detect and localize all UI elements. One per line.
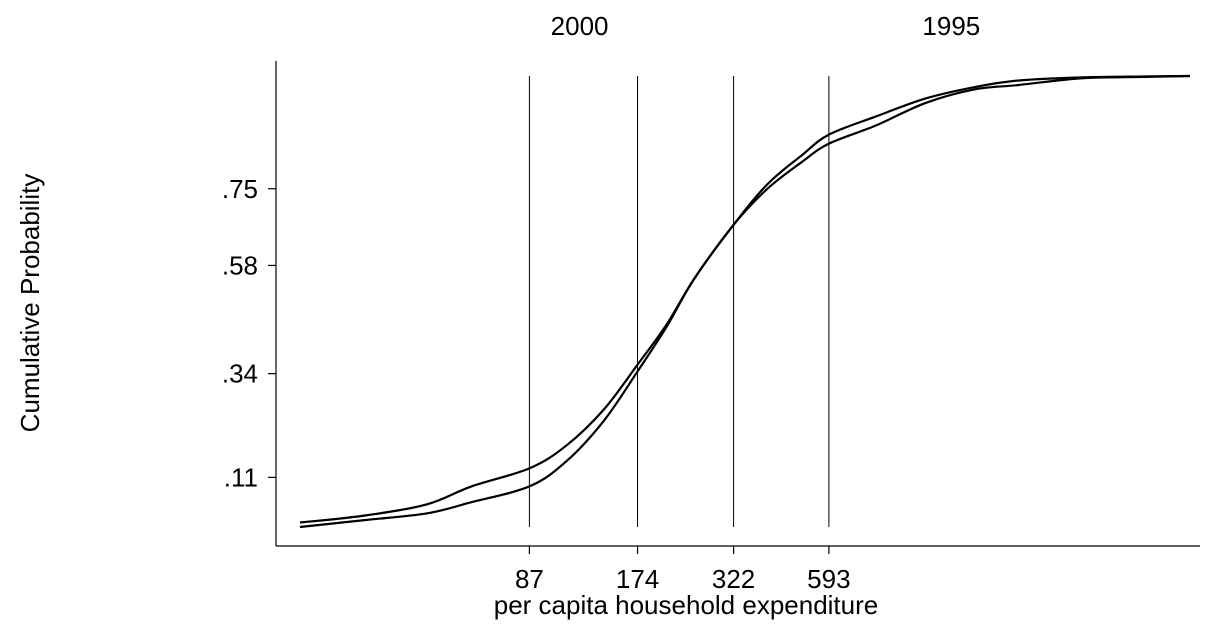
top-label-1995: 1995 <box>922 11 980 41</box>
x-tick-label-87: 87 <box>515 564 544 594</box>
cdf-line-1 <box>299 74 1191 524</box>
x-axis-title: per capita household expenditure <box>494 590 879 620</box>
y-tick-label-.75: .75 <box>222 174 258 204</box>
x-tick-label-593: 593 <box>807 564 850 594</box>
x-tick-label-174: 174 <box>616 564 659 594</box>
y-tick-label-.11: .11 <box>224 462 258 492</box>
y-tick-label-.58: .58 <box>222 250 258 280</box>
top-label-2000: 2000 <box>551 11 609 41</box>
y-tick-label-.34: .34 <box>222 359 258 389</box>
x-tick-label-322: 322 <box>712 564 755 594</box>
y-axis-title: Cumulative Probability <box>15 174 45 433</box>
cdf-line-2 <box>299 74 1191 529</box>
